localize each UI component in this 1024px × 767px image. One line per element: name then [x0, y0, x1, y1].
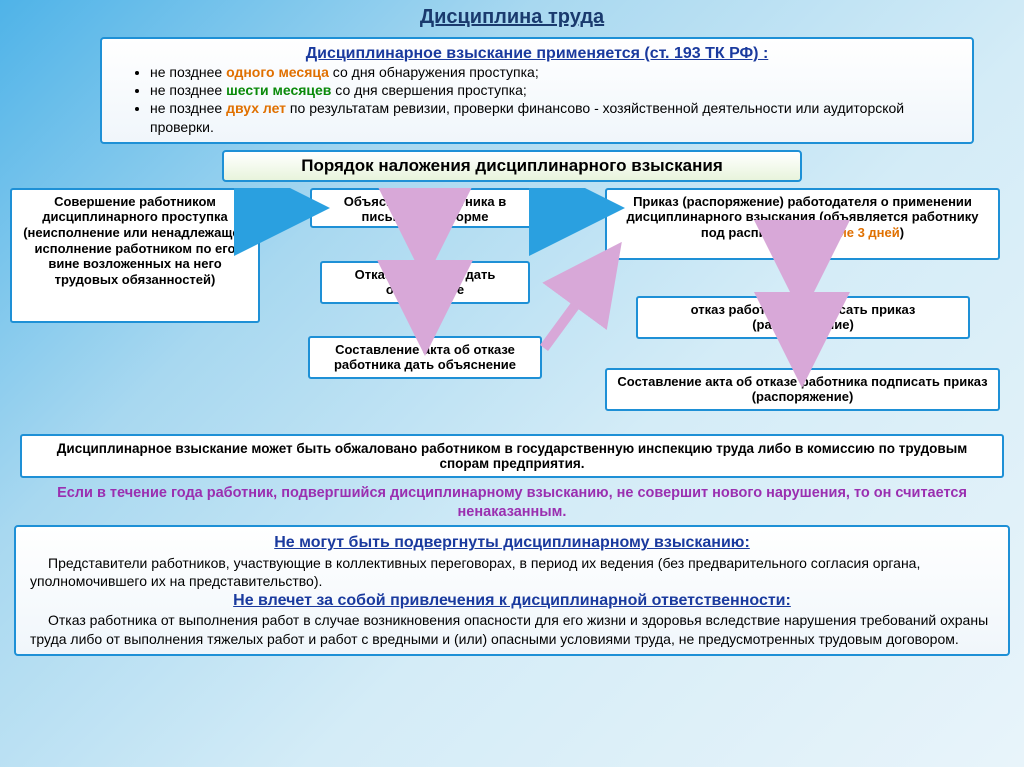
flow-box-7: Составление акта об отказе работника под…	[605, 368, 1000, 411]
header-list: не позднее одного месяца со дня обнаруже…	[150, 63, 958, 136]
flow-box-6: отказ работника подписать приказ (распор…	[636, 296, 970, 339]
header-li-2: не позднее шести месяцев со дня свершени…	[150, 81, 958, 99]
main-title: Дисциплина труда	[0, 0, 1024, 35]
bottom-title-1: Не могут быть подвергнуты дисциплинарном…	[30, 533, 994, 554]
flow-box-1: Совершение работником дисциплинарного пр…	[10, 188, 260, 323]
header-box: Дисциплинарное взыскание применяется (ст…	[100, 37, 974, 144]
bottom-title-2: Не влечет за собой привлечения к дисципл…	[30, 591, 994, 612]
header-li-3: не позднее двух лет по результатам ревиз…	[150, 99, 958, 135]
bottom-p1: Представители работников, участвующие в …	[30, 554, 994, 590]
section-title: Порядок наложения дисциплинарного взыска…	[222, 150, 802, 182]
flow-box-4: Отказ работника дать объяснение	[320, 261, 530, 304]
flow-area: Совершение работником дисциплинарного пр…	[10, 188, 1014, 428]
bottom-box: Не могут быть подвергнуты дисциплинарном…	[14, 525, 1010, 655]
bottom-p2: Отказ работника от выполнения работ в сл…	[30, 611, 994, 647]
flow-box-2: Объяснение работника в письменной форме	[310, 188, 540, 228]
flow-box-5: Составление акта об отказе работника дат…	[308, 336, 542, 379]
appeal-box: Дисциплинарное взыскание может быть обжа…	[20, 434, 1004, 478]
purple-note: Если в течение года работник, подвергший…	[30, 484, 994, 522]
flow-box-3: Приказ (распоряжение) работодателя о при…	[605, 188, 1000, 260]
header-title: Дисциплинарное взыскание применяется (ст…	[116, 45, 958, 63]
header-li-1: не позднее одного месяца со дня обнаруже…	[150, 63, 958, 81]
